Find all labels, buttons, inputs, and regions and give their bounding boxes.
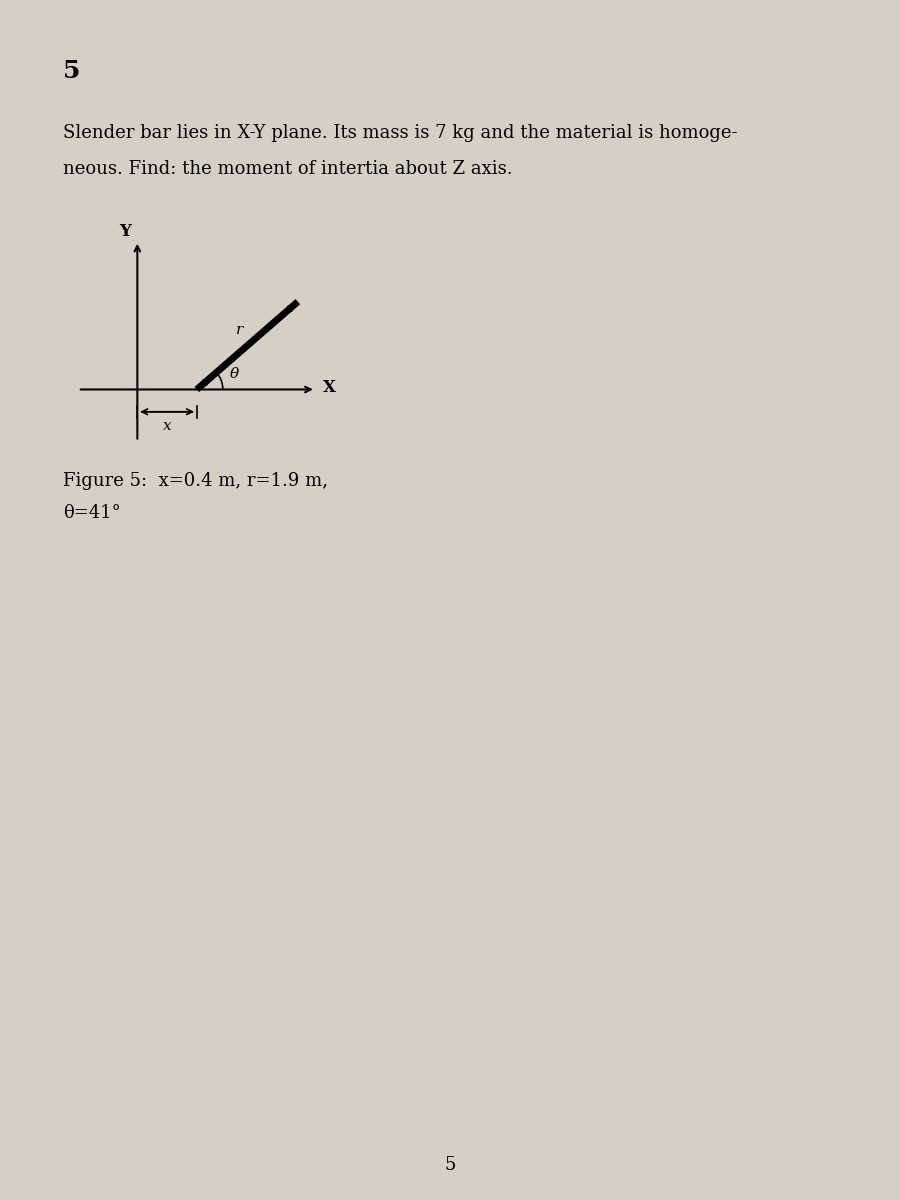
Text: x: x [163,419,171,433]
Text: Slender bar lies in X-Y plane. Its mass is 7 kg and the material is homoge-: Slender bar lies in X-Y plane. Its mass … [63,124,737,142]
Text: X: X [323,379,337,396]
Text: Y: Y [120,223,131,240]
Text: 5: 5 [445,1156,455,1174]
Text: 5: 5 [63,59,80,83]
Text: r: r [236,323,243,337]
Text: Figure 5:  x=0.4 m, r=1.9 m,: Figure 5: x=0.4 m, r=1.9 m, [63,472,328,490]
Text: neous. Find: the moment of intertia about Z axis.: neous. Find: the moment of intertia abou… [63,160,513,178]
Text: θ=41°: θ=41° [63,504,121,522]
Text: θ: θ [230,366,238,380]
